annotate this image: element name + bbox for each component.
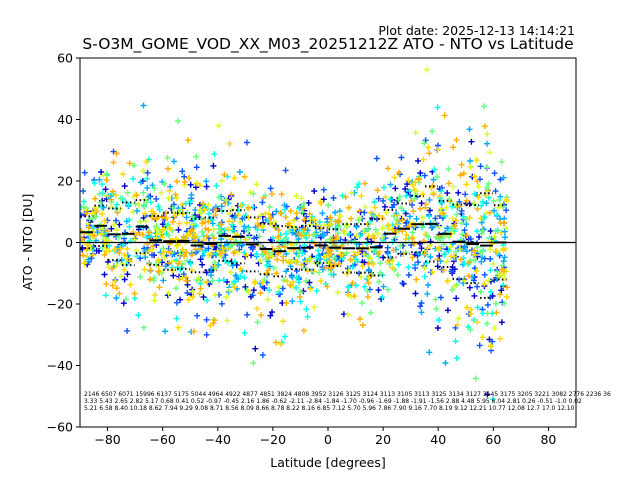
band-statistics: 2146 6507 6071 15996 6137 5175 5044 4964… [84,391,611,412]
chart-title: S-O3M_GOME_VOD_XX_M03_20251212Z ATO - NT… [82,35,573,54]
spread-row: 5.21 6.58 8.40 10.18 8.62 7.94 9.29 9.08… [84,405,575,412]
scatter-points [80,66,511,403]
x-tick-label: 40 [430,432,446,447]
x-tick-label: 0 [324,432,332,447]
band-mean-markers [80,222,507,253]
y-axis-label: ATO - NTO [DU] [20,194,35,291]
y-tick-label: −20 [47,297,73,312]
y-tick-label: −60 [47,420,73,435]
plot-date: Plot date: 2025-12-13 14:14:21 [378,23,575,38]
y-tick-label: 0 [65,235,73,250]
x-tick-label: −20 [260,432,286,447]
x-tick-label: −40 [205,432,231,447]
x-tick-label: 60 [485,432,501,447]
x-tick-label: 20 [375,432,391,447]
y-axis: −60 −40 −20 0 20 40 60 [47,51,80,435]
x-axis-label: Latitude [degrees] [270,455,386,470]
y-tick-label: 40 [57,112,73,127]
y-tick-label: 20 [57,174,73,189]
x-tick-label: −80 [94,432,120,447]
means-row: 3.33 5.43 2.65 2.82 5.17 0.68 0.41 0.52 … [84,398,582,405]
scatter-series-color-7 [80,112,511,346]
x-axis: −80 −60 −40 −20 0 20 40 60 80 [94,427,556,447]
y-tick-label: −40 [47,358,73,373]
counts-row: 2146 6507 6071 15996 6137 5175 5044 4964… [84,391,611,398]
x-tick-label: −60 [149,432,175,447]
y-tick-label: 60 [57,51,73,66]
x-tick-label: 80 [540,432,556,447]
